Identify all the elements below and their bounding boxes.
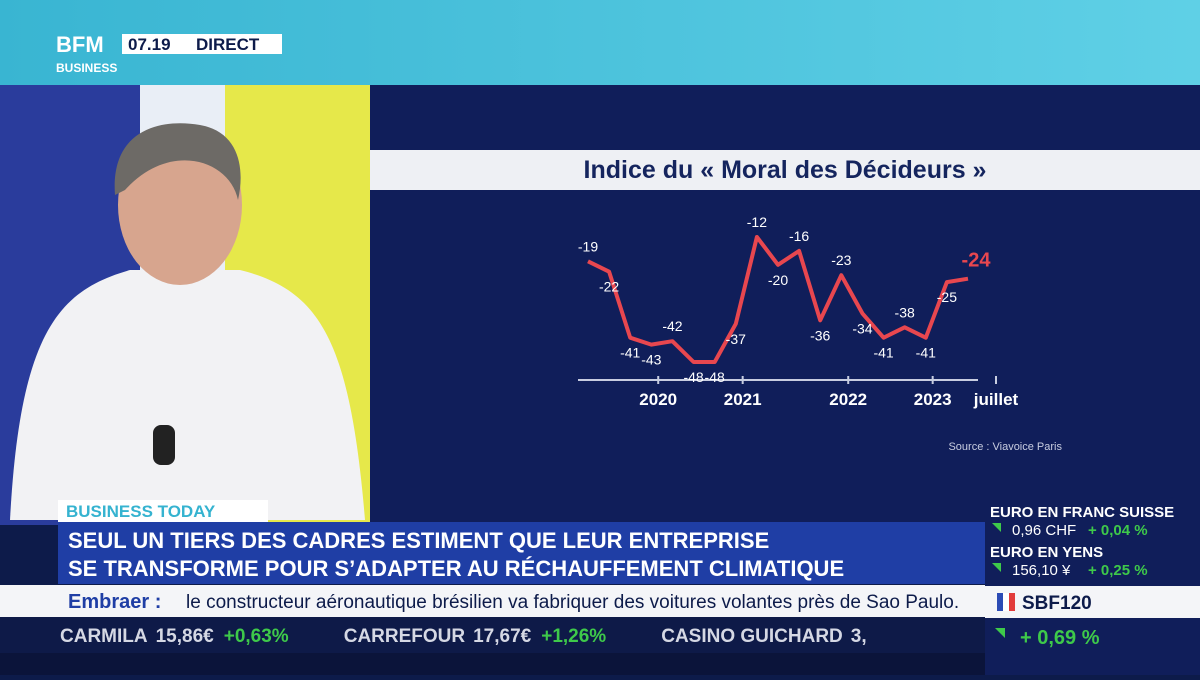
footer bbox=[0, 653, 985, 675]
index-change: + 0,69 % bbox=[1020, 627, 1100, 649]
tag-box bbox=[58, 500, 268, 522]
data-label: -41 bbox=[873, 345, 893, 361]
data-label: -23 bbox=[831, 252, 851, 268]
clock: 07.19 bbox=[128, 35, 171, 54]
data-label: -48 bbox=[683, 369, 703, 385]
x-tick-label: 2020 bbox=[639, 390, 677, 409]
clock-box bbox=[122, 34, 282, 54]
source: Source : Viavoice Paris bbox=[948, 441, 1062, 453]
market-name: EURO EN FRANC SUISSE bbox=[990, 504, 1174, 521]
data-label: -24 bbox=[962, 250, 992, 272]
chart: -19-22-41 -43-42-48 -48-37-12-20-16-36-23-… bbox=[578, 214, 1019, 409]
market-price: 0,96 CHF bbox=[1012, 522, 1076, 539]
presenter-hair bbox=[114, 123, 241, 200]
data-label: -41 bbox=[916, 345, 936, 361]
news-text: le constructeur aéronautique brésilien v… bbox=[186, 592, 959, 613]
news-topic: Embraer : bbox=[68, 591, 161, 613]
line bbox=[587, 235, 969, 364]
headline: SEUL UN TIERS DES CADRES ESTIMENT QUE LE… bbox=[68, 528, 769, 553]
data-label: -20 bbox=[768, 272, 788, 288]
data-label: -43 bbox=[641, 352, 661, 368]
tag: BUSINESS TODAY bbox=[66, 502, 216, 521]
stock-name: CARMILA bbox=[60, 626, 148, 647]
market-name: EURO EN YENS bbox=[990, 544, 1103, 561]
data-label: -25 bbox=[937, 289, 957, 305]
flag bbox=[1009, 593, 1015, 611]
stock-ticker bbox=[0, 617, 985, 653]
stock-name: CASINO GUICHARD bbox=[661, 626, 843, 647]
data-label: -48 bbox=[705, 369, 725, 385]
flag bbox=[997, 593, 1003, 611]
title-strip bbox=[370, 150, 1200, 190]
chart-title: Indice du « Moral des Décideurs » bbox=[584, 156, 987, 184]
up-arrow bbox=[992, 523, 1001, 532]
logo: BFM bbox=[56, 32, 104, 57]
stock-change: +0,63% bbox=[224, 626, 289, 647]
data-label: -16 bbox=[789, 228, 809, 244]
x-tick-label: juillet bbox=[973, 390, 1019, 409]
data-label: -12 bbox=[747, 214, 767, 230]
index-box bbox=[985, 586, 1200, 618]
market-price: 156,10 ¥ bbox=[1012, 562, 1071, 579]
x-tick-label: 2023 bbox=[914, 390, 952, 409]
data-label: -34 bbox=[852, 320, 872, 336]
data-label: -41 bbox=[620, 345, 640, 361]
news-ticker bbox=[0, 585, 985, 617]
flag bbox=[1003, 593, 1009, 611]
data-label: -38 bbox=[895, 304, 915, 320]
data-label: -37 bbox=[726, 331, 746, 347]
data-label: -36 bbox=[810, 327, 830, 343]
stocks: CARMILA 15,86€ +0,63% CARREFOUR 17,67€ +1,26%… bbox=[60, 626, 867, 647]
stock-change: +1,26% bbox=[541, 626, 606, 647]
market-change: + 0,04 % bbox=[1088, 522, 1148, 539]
presenter-shirt bbox=[10, 270, 365, 520]
data-label: -42 bbox=[662, 318, 682, 334]
stock-price: 17,67€ bbox=[473, 626, 532, 647]
index-name: SBF120 bbox=[1022, 593, 1092, 614]
x-tick-label: 2021 bbox=[724, 390, 762, 409]
x-tick-label: 2022 bbox=[829, 390, 867, 409]
up-arrow bbox=[995, 628, 1005, 638]
stock-price: 3, bbox=[851, 626, 867, 647]
headline-box bbox=[58, 522, 985, 584]
microphone bbox=[153, 425, 175, 465]
headline: SE TRANSFORME POUR S’ADAPTER AU RÉCHAUFF… bbox=[68, 556, 844, 581]
logo-sub: BUSINESS bbox=[56, 61, 117, 75]
data-label: -22 bbox=[599, 279, 619, 295]
stock-price: 15,86€ bbox=[156, 626, 215, 647]
live: DIRECT bbox=[196, 35, 260, 54]
data-label: -19 bbox=[578, 238, 598, 254]
up-arrow bbox=[992, 563, 1001, 572]
market-change: + 0,25 % bbox=[1088, 562, 1148, 579]
stock-name: CARREFOUR bbox=[344, 626, 466, 647]
